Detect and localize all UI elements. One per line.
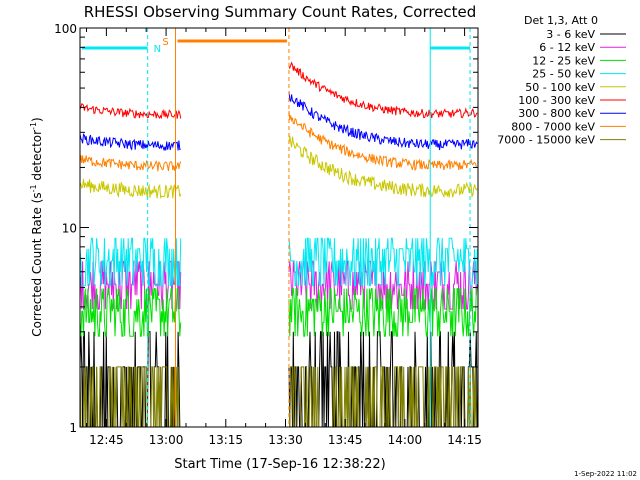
y-axis-label: Corrected Count Rate (s-1 detector-1) — [29, 117, 44, 336]
series-line-7000-15000-kev-seg1 — [79, 366, 181, 428]
x-axis-label: Start Time (17-Sep-16 12:38:22) — [174, 457, 385, 472]
series-line-800-7000-kev-seg1 — [79, 155, 182, 172]
series-line-12-25-kev-seg2 — [288, 288, 478, 337]
legend-label: 12 - 25 keV — [532, 54, 595, 67]
legend-label: 300 - 800 keV — [518, 107, 595, 120]
series-line-25-50-kev-seg2 — [288, 237, 478, 287]
series-line-25-50-kev-seg1 — [79, 237, 182, 287]
legend-label: 800 - 7000 keV — [511, 120, 595, 133]
x-tick-label: 13:45 — [328, 433, 363, 447]
x-tick-label: 13:15 — [208, 433, 243, 447]
series-line-100-300-kev-seg1 — [79, 103, 182, 120]
y-axis-label-end: ) — [30, 117, 44, 122]
footer-date: 1-Sep-2022 11:02 — [574, 470, 637, 478]
y-tick-label: 10 — [62, 222, 77, 236]
series-line-800-7000-kev-seg2 — [288, 110, 478, 172]
y-axis-label-mid: detector — [30, 130, 44, 185]
saa-flag-label: S — [162, 37, 168, 48]
chart-title: RHESSI Observing Summary Count Rates, Co… — [84, 3, 477, 21]
series-line-300-800-kev-seg2 — [288, 91, 478, 151]
series-line-50-100-kev-seg2 — [288, 135, 478, 199]
legend-label: 100 - 300 keV — [518, 94, 595, 107]
legend-label: 7000 - 15000 keV — [497, 134, 595, 147]
series-line-50-100-kev-seg1 — [79, 178, 182, 200]
y-tick-label: 100 — [54, 22, 77, 36]
series-line-100-300-kev-seg2 — [288, 61, 478, 119]
x-tick-label: 13:00 — [149, 433, 184, 447]
y-tick-label: 1 — [69, 421, 77, 435]
x-tick-label: 14:15 — [447, 433, 482, 447]
series-line-12-25-kev-seg1 — [79, 288, 182, 337]
night-flag-label: N — [154, 44, 161, 55]
legend-label: 3 - 6 keV — [546, 28, 595, 41]
legend-label: 6 - 12 keV — [539, 41, 595, 54]
legend-header: Det 1,3, Att 0 — [524, 14, 598, 27]
plot-area: NS 1 10 100 12:45 13:00 13:15 13:30 13:45 14:00 14… — [54, 22, 482, 447]
y-axis-label-sup2: -1 — [29, 122, 38, 130]
x-tick-label: 12:45 — [89, 433, 124, 447]
x-tick-label: 13:30 — [268, 433, 303, 447]
legend-label: 25 - 50 keV — [532, 68, 595, 81]
legend-label: 50 - 100 keV — [525, 81, 595, 94]
series-line-300-800-kev-seg1 — [79, 132, 181, 151]
y-axis-label-main: Corrected Count Rate (s — [30, 192, 44, 336]
x-tick-label: 14:00 — [388, 433, 423, 447]
y-axis-label-sup1: -1 — [29, 184, 38, 192]
